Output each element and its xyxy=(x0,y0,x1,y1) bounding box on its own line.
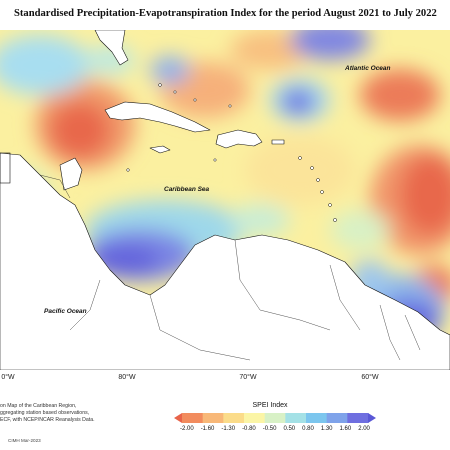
legend-swatch xyxy=(347,413,369,423)
credits-line: ECF, with NCEP/NCAR Reanalysis Data. xyxy=(0,417,95,423)
spei-map xyxy=(0,30,450,370)
legend-ticks: -2.00 -1.60 -1.30 -0.80 -0.50 0.50 0.80 1.30 1.6… xyxy=(180,426,370,432)
credits-line: on Map of the Caribbean Region, xyxy=(0,403,77,409)
label-caribbean-sea: Caribbean Sea xyxy=(164,186,210,193)
legend-swatch xyxy=(285,413,307,423)
longitude-label: 60°W xyxy=(361,374,379,381)
legend-tick-label: -1.60 xyxy=(200,426,215,432)
legend-swatch xyxy=(182,413,204,423)
map-title: Standardised Precipitation-Evapotranspir… xyxy=(14,8,437,19)
legend-swatch xyxy=(244,413,266,423)
longitude-label: 0°W xyxy=(1,374,15,381)
legend-colorbar-svg xyxy=(174,413,376,423)
legend-swatch xyxy=(223,413,245,423)
legend-tick-label: 0.50 xyxy=(283,426,296,432)
legend-swatch xyxy=(326,413,348,423)
legend-tick-label: 1.30 xyxy=(320,426,333,432)
credits-line: ggregating station based observations, xyxy=(0,410,90,416)
legend-tick-label: 2.00 xyxy=(358,426,370,432)
credits-text: on Map of the Caribbean Region, ggregati… xyxy=(0,403,95,424)
legend-tick-label: -1.30 xyxy=(221,426,236,432)
map-canvas xyxy=(0,30,450,370)
label-atlantic-ocean: Atlantic Ocean xyxy=(345,65,391,72)
legend-tick-label: -0.50 xyxy=(262,426,277,432)
legend-tick-label: 1.60 xyxy=(339,426,352,432)
legend-tick-label: -0.80 xyxy=(242,426,256,432)
legend-tick-label: -2.00 xyxy=(180,426,194,432)
longitude-label: 80°W xyxy=(118,374,136,381)
label-pacific-ocean: Pacific Ocean xyxy=(44,308,87,315)
production-stamp: CIMH Mar-2023 xyxy=(8,438,41,443)
legend-swatch xyxy=(306,413,328,423)
legend-swatch xyxy=(202,413,224,423)
legend-tick-label: 0.80 xyxy=(302,426,314,432)
legend-colorbar xyxy=(174,412,376,424)
legend-swatch xyxy=(174,413,182,423)
legend-swatch xyxy=(368,413,376,423)
longitude-label: 70°W xyxy=(239,374,257,381)
legend-title: SPEI Index xyxy=(252,402,288,409)
legend-swatch xyxy=(264,413,286,423)
